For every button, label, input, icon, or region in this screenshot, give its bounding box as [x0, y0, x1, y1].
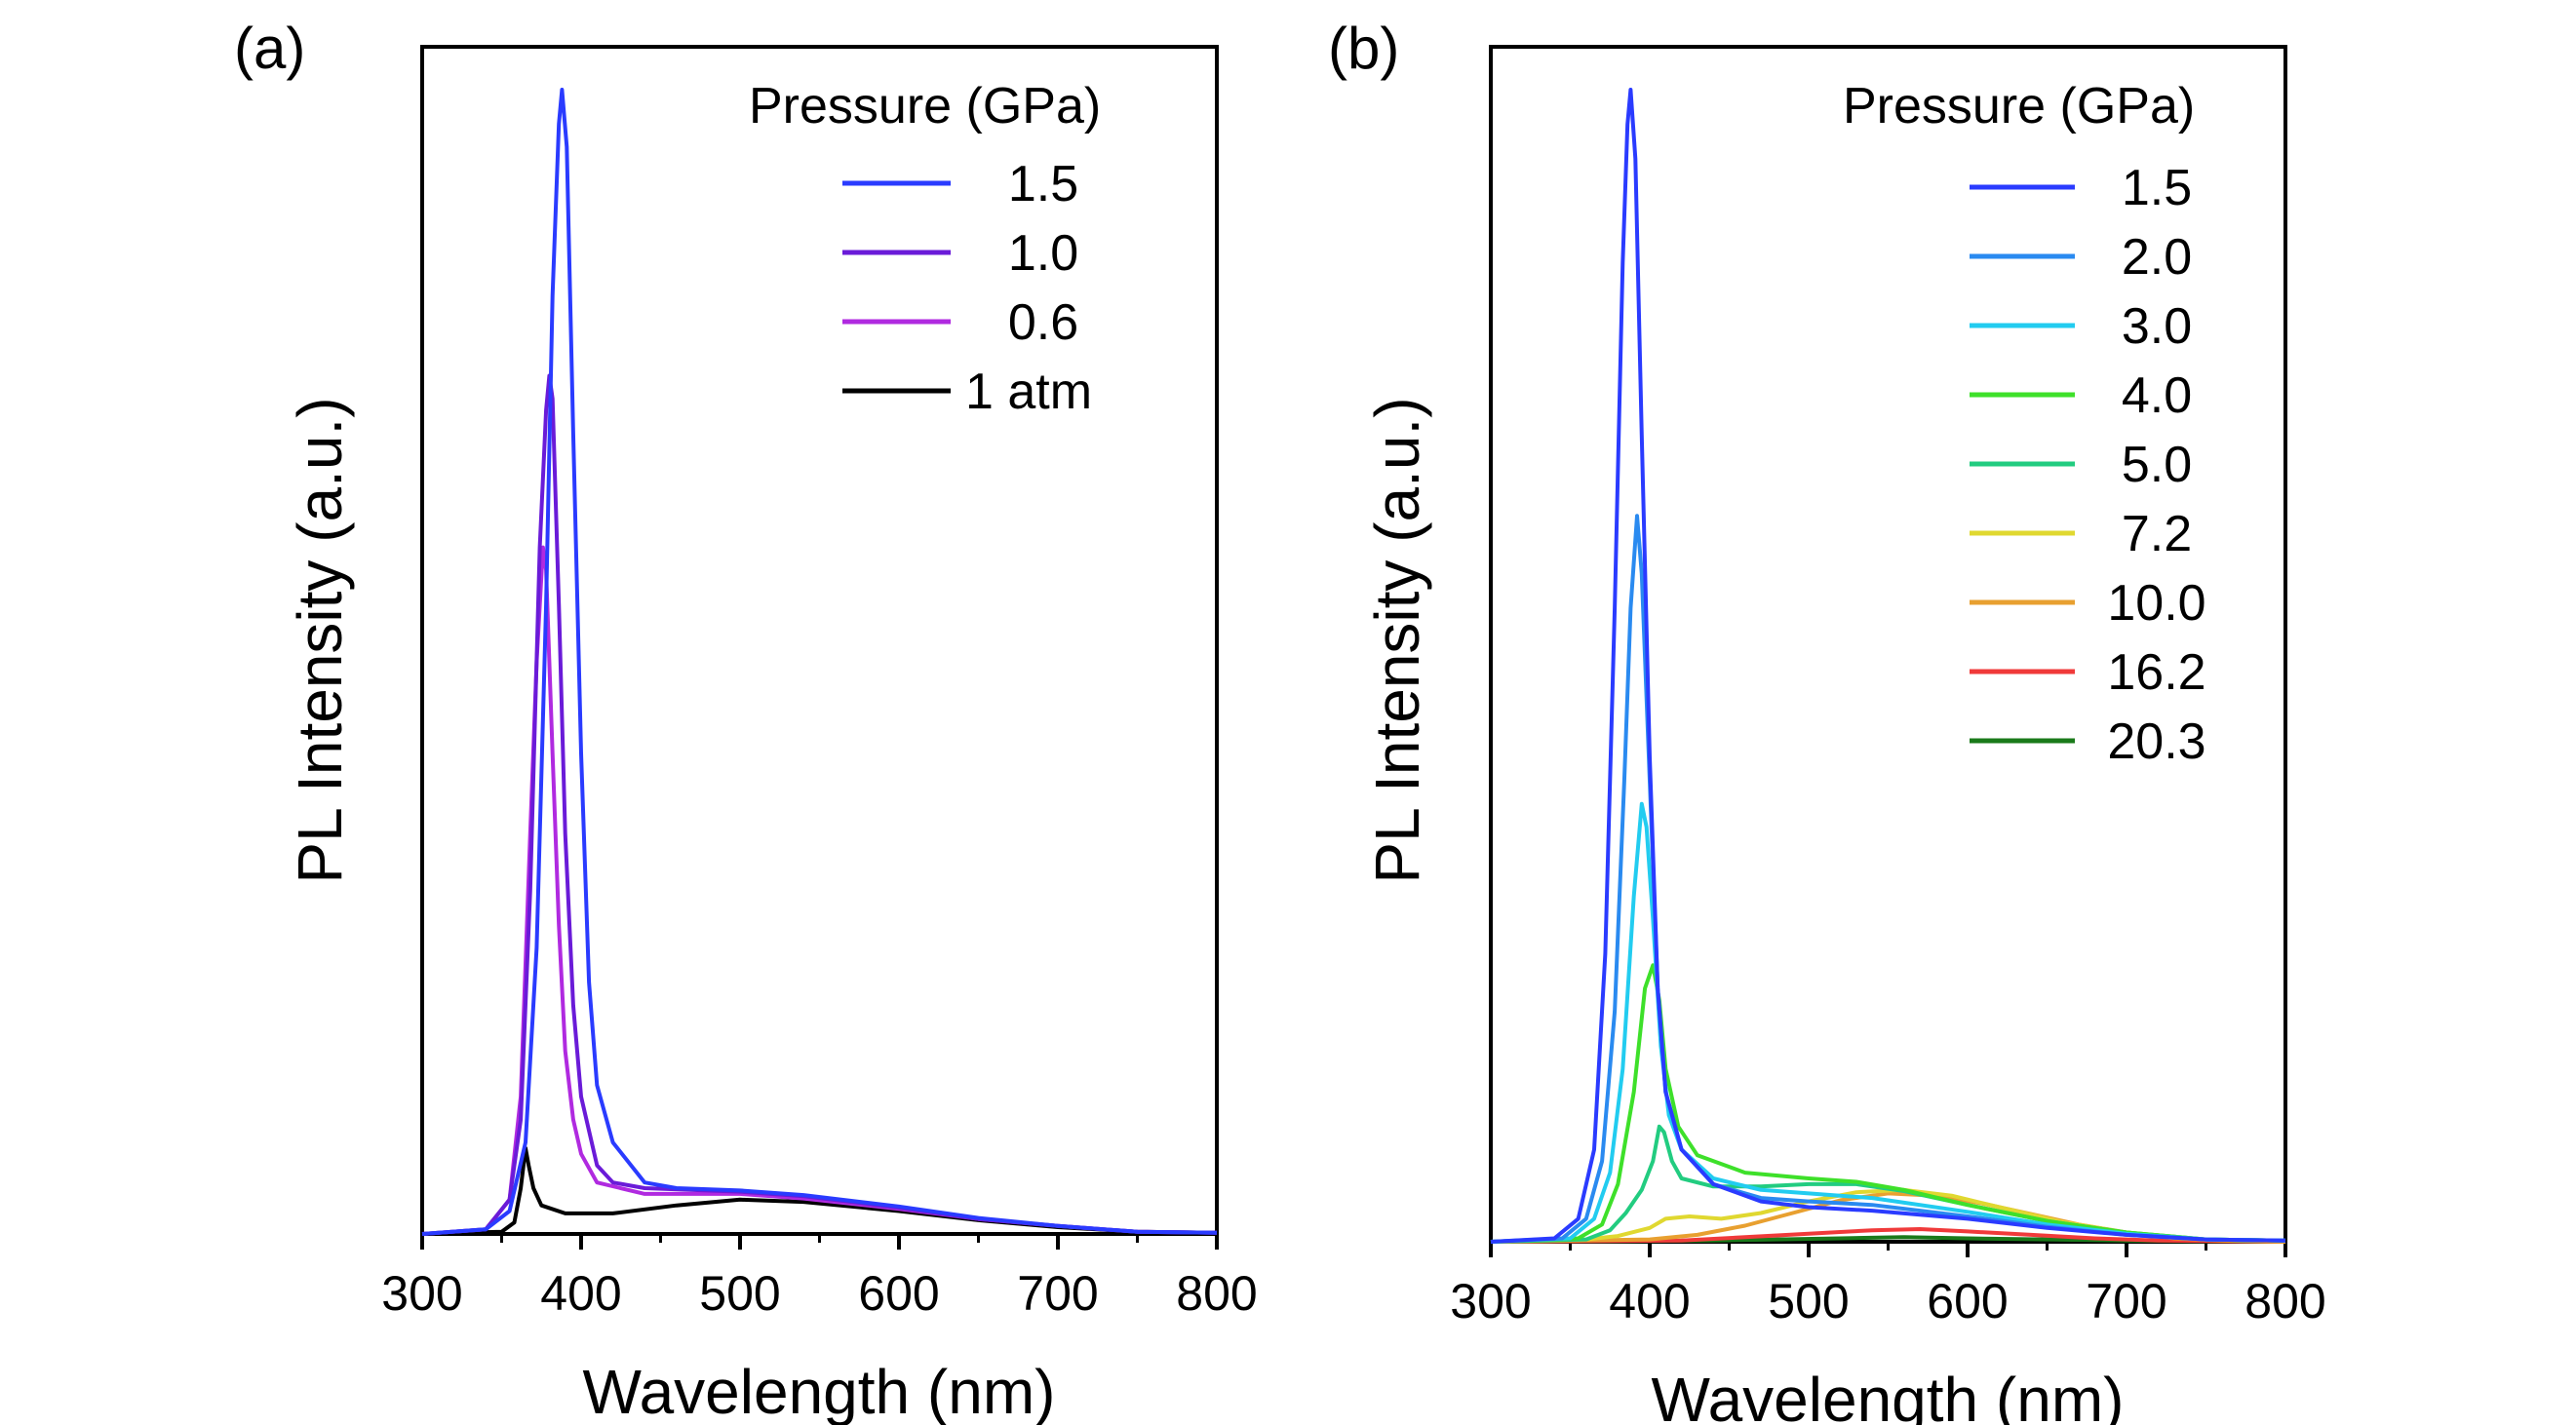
x-ticks-a: 300 400 500 600 700 800	[381, 1234, 1257, 1321]
legend-label: 7.2	[2122, 506, 2192, 562]
x-tick-label: 800	[1176, 1266, 1257, 1321]
x-tick-label: 500	[1768, 1274, 1849, 1329]
panel-b: (b) 300 400 500 600 700 800 Wavelength (nm) P…	[1328, 16, 2326, 1425]
x-tick-label: 600	[1927, 1274, 2008, 1329]
panel-a: (a) 300 400 500 600 700 800 Wavelength (nm) P…	[234, 16, 1258, 1425]
legend-label: 10.0	[2107, 575, 2205, 632]
legend-a: Pressure (GPa) 1.5 1.0 0.6 1 atm	[749, 78, 1101, 420]
x-tick-label: 700	[1017, 1266, 1098, 1321]
series-line-1.5	[422, 90, 1217, 1234]
legend-label: 3.0	[2122, 298, 2192, 355]
x-tick-label: 300	[1450, 1274, 1531, 1329]
legend-label: 1.5	[1008, 156, 1078, 212]
legend-label: 0.6	[1008, 294, 1078, 351]
legend-b: Pressure (GPa) 1.5 2.0 3.0 4.0 5.0 7.2 10.0 16.…	[1843, 78, 2206, 770]
legend-label: 2.0	[2122, 229, 2192, 286]
series-line-7.2	[1491, 1190, 2285, 1242]
legend-title-a: Pressure (GPa)	[749, 78, 1101, 135]
legend-label: 5.0	[2122, 437, 2192, 493]
series-group-a	[422, 90, 1217, 1234]
legend-title-b: Pressure (GPa)	[1843, 78, 2195, 135]
series-line-1-atm	[422, 1148, 1217, 1234]
x-tick-label: 500	[699, 1266, 780, 1321]
x-tick-label: 400	[540, 1266, 621, 1321]
series-line-3.0	[1491, 804, 2285, 1242]
panel-label-b: (b)	[1328, 16, 1399, 81]
y-axis-title-b: PL Intensity (a.u.)	[1362, 397, 1432, 883]
legend-label: 4.0	[2122, 367, 2192, 424]
x-tick-label: 800	[2244, 1274, 2325, 1329]
legend-label: 1 atm	[965, 364, 1092, 420]
plot-frame-a	[422, 47, 1217, 1234]
series-line-5.0	[1491, 1127, 2285, 1242]
x-axis-title-b: Wavelength (nm)	[1652, 1365, 2125, 1425]
x-tick-label: 700	[2086, 1274, 2166, 1329]
x-ticks-b: 300 400 500 600 700 800	[1450, 1242, 2325, 1329]
x-tick-label: 600	[858, 1266, 939, 1321]
legend-label: 1.0	[1008, 225, 1078, 282]
series-line-0.6	[422, 548, 1217, 1234]
legend-label: 20.3	[2107, 713, 2205, 770]
x-axis-title-a: Wavelength (nm)	[583, 1357, 1056, 1425]
x-tick-label: 400	[1609, 1274, 1690, 1329]
legend-label: 16.2	[2107, 644, 2205, 701]
x-tick-label: 300	[381, 1266, 462, 1321]
panel-label-a: (a)	[234, 16, 305, 81]
legend-label: 1.5	[2122, 160, 2192, 216]
y-axis-title-a: PL Intensity (a.u.)	[285, 397, 355, 883]
